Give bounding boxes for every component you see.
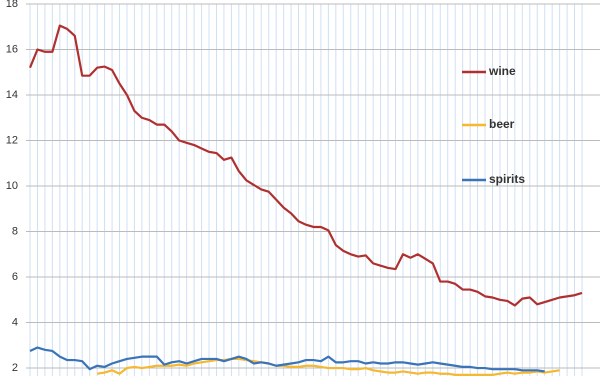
y-tick-label: 6 (12, 271, 18, 283)
series-line (28, 24, 583, 307)
y-tick-label: 8 (12, 225, 18, 237)
series-line (96, 357, 560, 376)
y-tick-label: 18 (6, 0, 18, 10)
y-tick-label: 16 (6, 43, 18, 55)
y-tick-label: 4 (12, 316, 18, 328)
plot-area (28, 24, 583, 376)
series-line (29, 346, 545, 373)
y-tick-label: 10 (6, 180, 18, 192)
y-tick-label: 12 (6, 134, 18, 146)
y-tick-label: 14 (6, 89, 18, 101)
legend-label: wine (488, 64, 516, 78)
y-tick-label: 2 (12, 362, 18, 374)
grid: 2 4 6 8 10 12 14 16 18 (6, 0, 600, 376)
legend-label: beer (489, 117, 515, 131)
legend: wine beer spirits (462, 64, 525, 186)
legend-label: spirits (489, 172, 525, 186)
